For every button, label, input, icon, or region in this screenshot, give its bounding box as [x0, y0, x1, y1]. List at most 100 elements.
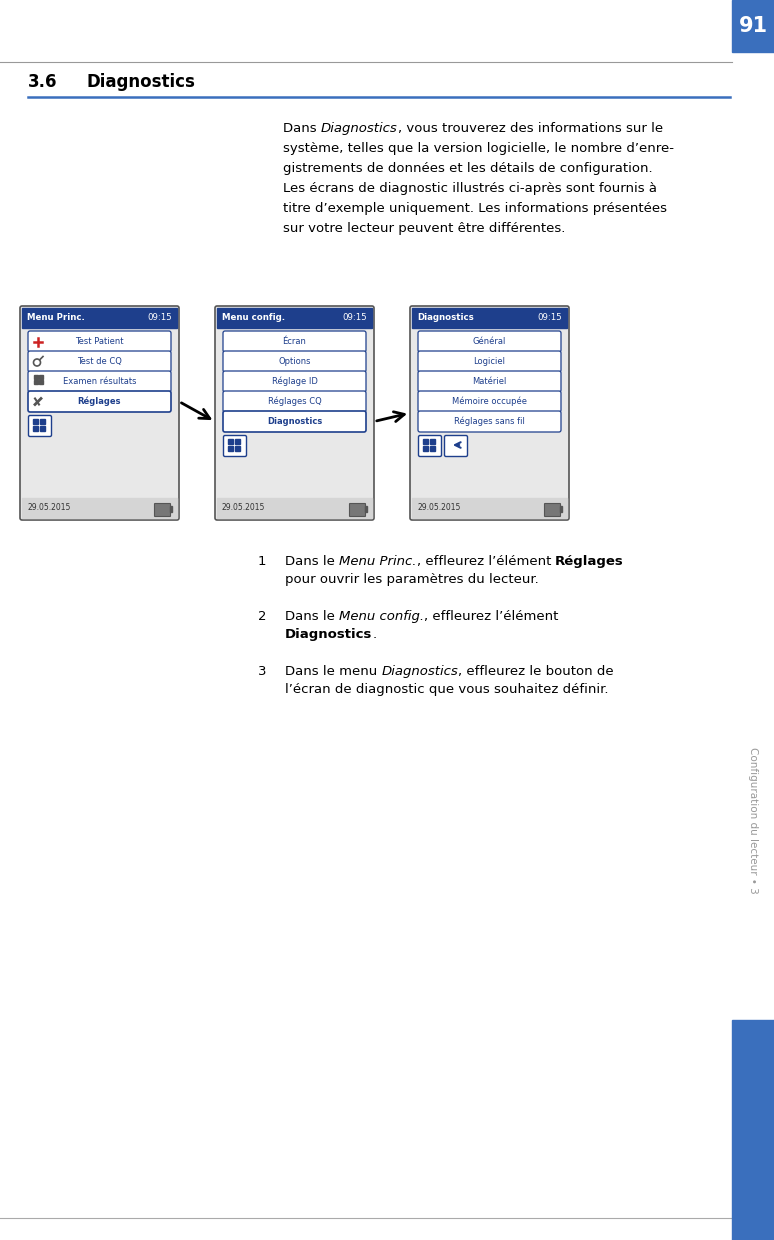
- Bar: [34, 379, 38, 383]
- FancyBboxPatch shape: [20, 306, 179, 520]
- FancyBboxPatch shape: [28, 351, 171, 372]
- Bar: [732, 1021, 774, 1240]
- Text: Dans le menu: Dans le menu: [285, 665, 382, 678]
- Text: Réglages: Réglages: [555, 556, 624, 568]
- Text: Menu Princ.: Menu Princ.: [339, 556, 416, 568]
- Bar: [228, 446, 233, 451]
- Text: 09:15: 09:15: [147, 314, 172, 322]
- FancyBboxPatch shape: [418, 331, 561, 352]
- Bar: [412, 498, 567, 518]
- Text: Logiciel: Logiciel: [474, 357, 505, 366]
- FancyBboxPatch shape: [223, 391, 366, 412]
- Text: Matériel: Matériel: [472, 377, 507, 386]
- Text: 29.05.2015: 29.05.2015: [27, 503, 70, 512]
- Bar: [33, 419, 38, 424]
- Text: Dans le: Dans le: [285, 556, 339, 568]
- Bar: [40, 419, 45, 424]
- Bar: [217, 498, 372, 518]
- Text: Écran: Écran: [283, 337, 307, 346]
- FancyBboxPatch shape: [418, 391, 561, 412]
- Bar: [423, 439, 428, 444]
- Bar: [430, 439, 435, 444]
- FancyBboxPatch shape: [28, 371, 171, 392]
- Text: 3: 3: [258, 665, 266, 678]
- Text: gistrements de données et les détails de configuration.: gistrements de données et les détails de…: [283, 162, 652, 175]
- Text: Réglages: Réglages: [77, 397, 122, 407]
- Bar: [423, 446, 428, 451]
- Bar: [365, 506, 367, 512]
- FancyBboxPatch shape: [28, 391, 171, 412]
- Text: Diagnostics: Diagnostics: [417, 314, 474, 322]
- Text: Réglage ID: Réglage ID: [272, 377, 317, 386]
- Text: Les écrans de diagnostic illustrés ci-après sont fournis à: Les écrans de diagnostic illustrés ci-ap…: [283, 182, 657, 195]
- Text: , effleurez le bouton de: , effleurez le bouton de: [458, 665, 614, 678]
- Bar: [412, 308, 567, 329]
- Text: l’écran de diagnostic que vous souhaitez définir.: l’écran de diagnostic que vous souhaitez…: [285, 683, 608, 696]
- Text: Dans le: Dans le: [285, 610, 339, 622]
- Text: 91: 91: [738, 16, 768, 36]
- Text: Dans: Dans: [283, 122, 321, 135]
- FancyBboxPatch shape: [418, 371, 561, 392]
- FancyBboxPatch shape: [419, 435, 441, 456]
- FancyBboxPatch shape: [350, 503, 365, 517]
- FancyBboxPatch shape: [418, 410, 561, 432]
- Bar: [39, 379, 43, 383]
- Text: 3.6: 3.6: [28, 73, 57, 91]
- Text: , vous trouverez des informations sur le: , vous trouverez des informations sur le: [398, 122, 663, 135]
- Bar: [34, 374, 38, 378]
- Text: 09:15: 09:15: [342, 314, 367, 322]
- Text: Réglages CQ: Réglages CQ: [268, 397, 321, 407]
- Text: Test de CQ: Test de CQ: [77, 357, 122, 366]
- Text: 2: 2: [258, 610, 266, 622]
- Text: , effleurez l’élément: , effleurez l’élément: [416, 556, 555, 568]
- Text: 09:15: 09:15: [537, 314, 562, 322]
- Bar: [170, 506, 172, 512]
- Bar: [235, 439, 240, 444]
- Text: Menu Princ.: Menu Princ.: [27, 314, 85, 322]
- Text: Options: Options: [278, 357, 310, 366]
- Text: Menu config.: Menu config.: [222, 314, 285, 322]
- Text: 29.05.2015: 29.05.2015: [417, 503, 461, 512]
- FancyBboxPatch shape: [223, 410, 366, 432]
- Bar: [40, 427, 45, 432]
- FancyBboxPatch shape: [418, 351, 561, 372]
- Bar: [235, 446, 240, 451]
- Text: titre d’exemple uniquement. Les informations présentées: titre d’exemple uniquement. Les informat…: [283, 202, 667, 215]
- FancyBboxPatch shape: [544, 503, 560, 517]
- Text: Réglages sans fil: Réglages sans fil: [454, 417, 525, 427]
- Text: Diagnostics: Diagnostics: [267, 417, 322, 427]
- Text: Diagnostics: Diagnostics: [321, 122, 398, 135]
- Bar: [22, 498, 177, 518]
- FancyBboxPatch shape: [223, 331, 366, 352]
- Text: Diagnostics: Diagnostics: [86, 73, 195, 91]
- FancyBboxPatch shape: [223, 351, 366, 372]
- FancyBboxPatch shape: [28, 331, 171, 352]
- Text: Général: Général: [473, 337, 506, 346]
- Text: Configuration du lecteur • 3: Configuration du lecteur • 3: [748, 746, 758, 893]
- Text: Mémoire occupée: Mémoire occupée: [452, 397, 527, 407]
- Bar: [560, 506, 562, 512]
- Text: .: .: [372, 627, 376, 641]
- FancyBboxPatch shape: [215, 306, 374, 520]
- Bar: [22, 308, 177, 329]
- Text: système, telles que la version logicielle, le nombre d’enre-: système, telles que la version logiciell…: [283, 143, 674, 155]
- Text: sur votre lecteur peuvent être différentes.: sur votre lecteur peuvent être différent…: [283, 222, 565, 236]
- Bar: [228, 439, 233, 444]
- Text: Examen résultats: Examen résultats: [63, 377, 136, 386]
- Text: pour ouvrir les paramètres du lecteur.: pour ouvrir les paramètres du lecteur.: [285, 573, 539, 587]
- Bar: [33, 427, 38, 432]
- Bar: [732, 0, 774, 52]
- Text: Diagnostics: Diagnostics: [382, 665, 458, 678]
- Bar: [430, 446, 435, 451]
- FancyBboxPatch shape: [223, 371, 366, 392]
- FancyBboxPatch shape: [155, 503, 170, 517]
- Bar: [217, 308, 372, 329]
- Text: Test Patient: Test Patient: [75, 337, 124, 346]
- Text: 1: 1: [258, 556, 266, 568]
- FancyBboxPatch shape: [444, 435, 467, 456]
- Text: Diagnostics: Diagnostics: [285, 627, 372, 641]
- FancyBboxPatch shape: [29, 415, 52, 436]
- FancyBboxPatch shape: [224, 435, 246, 456]
- Text: Menu config.: Menu config.: [339, 610, 424, 622]
- Text: 29.05.2015: 29.05.2015: [222, 503, 265, 512]
